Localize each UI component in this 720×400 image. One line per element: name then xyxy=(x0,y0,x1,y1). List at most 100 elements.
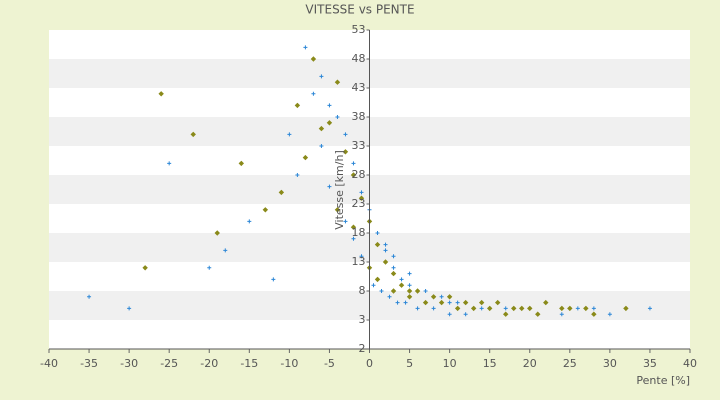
point xyxy=(319,144,324,148)
x-tick-label: 30 xyxy=(603,357,617,370)
point xyxy=(383,248,388,253)
y-tick-label: 33 xyxy=(352,139,366,152)
point xyxy=(343,219,348,224)
point xyxy=(238,160,245,167)
point xyxy=(387,294,392,299)
point xyxy=(271,277,276,282)
point xyxy=(358,195,365,201)
chart-title: VITESSE vs PENTE xyxy=(305,3,414,17)
x-tick-label: 35 xyxy=(643,357,657,370)
y-tick-label: 48 xyxy=(352,52,366,65)
x-axis-label: Pente [%] xyxy=(636,374,690,387)
point xyxy=(431,306,436,311)
point xyxy=(447,312,452,317)
point xyxy=(278,189,285,196)
point xyxy=(527,305,533,312)
point xyxy=(591,311,597,317)
point xyxy=(343,132,348,137)
point xyxy=(454,305,461,312)
point xyxy=(403,300,408,305)
point xyxy=(142,265,148,271)
point xyxy=(311,91,316,96)
point xyxy=(334,207,341,213)
point xyxy=(351,161,356,166)
point xyxy=(478,299,485,306)
point xyxy=(607,312,612,317)
x-tick-label: -40 xyxy=(40,357,58,370)
point xyxy=(486,305,493,312)
point xyxy=(327,103,332,108)
point xyxy=(422,299,429,306)
x-tick-label: 0 xyxy=(366,357,373,370)
point xyxy=(503,306,508,311)
point xyxy=(591,306,596,311)
point xyxy=(647,306,652,311)
point xyxy=(214,230,220,236)
point xyxy=(374,276,381,283)
point xyxy=(350,224,357,230)
x-tick-label: 5 xyxy=(406,357,413,370)
point xyxy=(319,74,324,79)
point xyxy=(503,311,509,317)
point xyxy=(439,294,444,299)
point xyxy=(479,306,484,311)
point xyxy=(398,282,405,288)
y-tick-label: 38 xyxy=(352,110,366,123)
point xyxy=(463,312,468,317)
point xyxy=(247,219,252,224)
point xyxy=(583,305,589,312)
point xyxy=(223,248,228,253)
point xyxy=(318,125,325,132)
point xyxy=(567,305,573,312)
x-tick-label: -30 xyxy=(120,357,138,370)
y-axis-label: Vitesse [km/h] xyxy=(333,150,346,230)
point xyxy=(623,305,629,312)
point xyxy=(326,120,333,126)
point xyxy=(158,91,164,97)
x-tick-label: -35 xyxy=(80,357,98,370)
point xyxy=(494,299,501,306)
point xyxy=(359,190,364,195)
point xyxy=(455,300,460,305)
point xyxy=(470,305,477,312)
point xyxy=(575,306,580,311)
point xyxy=(438,299,445,306)
y-tick-label: 8 xyxy=(359,284,366,297)
point xyxy=(543,299,549,306)
point xyxy=(294,102,301,109)
point xyxy=(407,271,412,276)
point xyxy=(414,288,421,294)
point xyxy=(334,79,341,85)
point xyxy=(190,131,196,138)
y-tick-label: 43 xyxy=(352,81,366,94)
point xyxy=(430,294,437,300)
point xyxy=(262,207,269,213)
x-tick-label: 10 xyxy=(443,357,457,370)
point xyxy=(415,306,420,311)
point xyxy=(423,289,428,293)
point xyxy=(519,305,525,312)
point xyxy=(395,300,400,305)
point xyxy=(390,288,397,294)
point xyxy=(327,184,332,189)
point xyxy=(406,288,413,294)
point xyxy=(295,173,300,177)
point xyxy=(303,45,308,50)
point xyxy=(207,265,212,270)
point xyxy=(350,172,357,178)
x-tick-label: -15 xyxy=(240,357,258,370)
point xyxy=(127,306,132,311)
point xyxy=(375,231,380,235)
point xyxy=(462,299,469,306)
y-tick-label: 3 xyxy=(359,313,366,326)
point xyxy=(351,236,356,241)
point xyxy=(559,305,565,312)
point xyxy=(447,300,452,305)
y-tick-label: 23 xyxy=(352,197,366,210)
point xyxy=(446,294,453,300)
point xyxy=(371,283,376,288)
point xyxy=(87,294,92,299)
point xyxy=(335,115,340,119)
x-tick-label: 25 xyxy=(563,357,577,370)
